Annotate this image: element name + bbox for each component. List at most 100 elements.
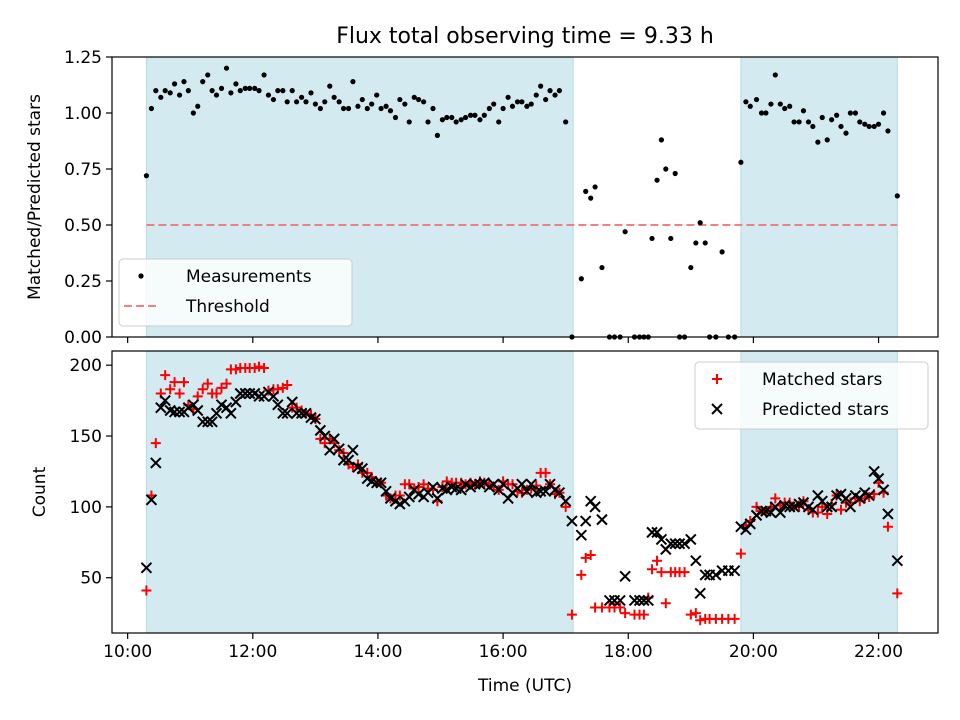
measurement-point: [592, 184, 598, 190]
measurement-point: [256, 88, 262, 94]
measurement-point: [228, 90, 234, 96]
matched-stars-point: [836, 504, 847, 515]
predicted-stars-point: [210, 407, 223, 420]
matched-stars-point: [263, 385, 274, 396]
matched-stars-point: [660, 598, 671, 609]
predicted-stars-point: [868, 465, 880, 478]
x-tick-label: 18:00: [604, 642, 653, 662]
matched-stars-point: [165, 384, 176, 395]
predicted-stars-point: [295, 407, 308, 420]
matched-stars-point: [690, 608, 701, 619]
predicted-stars-point: [728, 564, 741, 577]
measurement-point: [588, 195, 594, 201]
x-tick-label: 14:00: [353, 642, 402, 662]
measurement-point: [275, 88, 281, 94]
predicted-stars-point: [534, 485, 547, 497]
predicted-stars-point: [328, 433, 340, 445]
measurement-point: [209, 88, 215, 94]
measurement-point: [218, 85, 225, 91]
measurement-point: [777, 101, 783, 107]
legend-box: [118, 258, 353, 327]
bottom-y-axis-label: Count: [30, 466, 50, 517]
matched-stars-point: [291, 402, 302, 413]
predicted-stars-point: [694, 587, 706, 600]
predicted-stars-point: [521, 485, 533, 497]
measurement-point: [514, 99, 521, 105]
measurement-point: [472, 112, 478, 118]
measurement-point: [556, 88, 563, 94]
predicted-stars-point: [281, 407, 293, 420]
predicted-stars-point: [197, 416, 209, 428]
matched-stars-point: [817, 501, 828, 512]
measurement-point: [153, 88, 159, 94]
y-tick-label: 0.50: [64, 216, 102, 236]
measurement-point: [768, 101, 774, 107]
y-tick-label: 50: [80, 569, 102, 589]
measurement-point: [331, 94, 337, 100]
measurement-point: [538, 83, 544, 89]
measurement-point: [796, 119, 802, 125]
y-tick-label: 1.00: [64, 104, 102, 124]
x-tick-label: 10:00: [103, 642, 152, 662]
measurement-point: [387, 108, 394, 114]
measurement-point: [491, 101, 497, 107]
measurement-point: [303, 99, 309, 105]
legend-label: Predicted stars: [762, 400, 889, 420]
measurement-point: [444, 114, 450, 121]
predicted-stars-point: [427, 481, 439, 493]
shaded-interval-1: [740, 56, 898, 338]
matched-stars-point: [141, 585, 152, 596]
predicted-stars-point: [202, 416, 214, 428]
measurement-point: [449, 114, 455, 121]
y-tick-label: 150: [70, 427, 102, 447]
predicted-stars-point: [665, 538, 677, 550]
predicted-stars-point: [375, 477, 387, 489]
measurement-point: [578, 276, 584, 282]
matched-stars-point: [560, 501, 571, 512]
predicted-stars-point: [140, 562, 153, 574]
predicted-stars-point: [272, 399, 284, 411]
matched-stars-point: [197, 384, 208, 395]
measurement-point: [237, 88, 243, 94]
matched-stars-point: [638, 609, 649, 620]
matched-stars-point: [620, 608, 631, 619]
matched-stars-point: [729, 613, 740, 624]
matched-stars-point: [221, 378, 232, 389]
measurement-point: [583, 188, 589, 194]
measurement-point: [280, 88, 286, 94]
measurement-point: [505, 94, 511, 100]
measurement-point: [462, 114, 469, 121]
measurement-point: [622, 229, 628, 235]
matched-stars-point: [437, 482, 448, 493]
predicted-stars-point: [774, 506, 787, 519]
y-tick-label: 0.75: [64, 160, 102, 180]
predicted-stars-point: [253, 390, 265, 403]
matched-stars-point: [230, 364, 241, 375]
measurement-point: [397, 96, 403, 103]
predicted-stars-point: [159, 394, 171, 407]
predicted-stars-point: [596, 513, 608, 526]
measurement-point: [411, 94, 417, 100]
measurement-point: [162, 88, 168, 94]
measurement-point: [458, 117, 464, 123]
measurement-point: [599, 264, 605, 271]
measurement-point: [350, 79, 356, 85]
predicted-stars-point: [553, 487, 566, 499]
chart-title: Flux total observing time = 9.33 h: [336, 24, 714, 49]
measurement-point: [810, 123, 816, 130]
predicted-stars-point: [243, 387, 256, 400]
measurement-point: [158, 94, 164, 100]
measurement-point: [374, 92, 380, 98]
measurement-point: [322, 99, 328, 105]
matched-stars-point: [211, 388, 222, 399]
measurement-point: [486, 105, 492, 112]
predicted-stars-point: [559, 495, 572, 507]
measurement-point: [663, 166, 669, 172]
predicted-stars-point: [669, 538, 681, 550]
matched-stars-point: [580, 552, 591, 563]
measurement-point: [738, 159, 744, 165]
measurement-point: [270, 96, 277, 103]
matched-stars-point: [259, 363, 270, 374]
y-tick-label: 200: [70, 356, 102, 376]
